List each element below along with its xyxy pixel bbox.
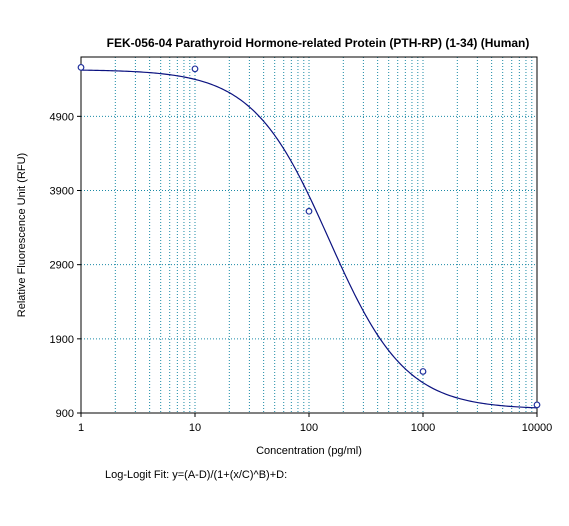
data-point	[191, 65, 199, 73]
data-point	[305, 207, 313, 215]
y-tick-label: 4900	[50, 111, 74, 123]
chart-title: FEK-056-04 Parathyroid Hormone-related P…	[107, 36, 530, 50]
y-tick-label: 900	[56, 408, 74, 420]
fit-curve	[80, 69, 538, 409]
data-point	[419, 368, 427, 375]
curve-layer	[80, 69, 538, 409]
fit-equation-note: Log-Logit Fit: y=(A-D)/(1+(x/C)^B)+D:	[105, 469, 287, 481]
x-tick-label: 1000	[411, 422, 435, 434]
x-tick-label: 100	[300, 422, 318, 434]
point-layer	[77, 63, 541, 409]
x-tick-label: 10	[189, 422, 201, 434]
y-tick-label: 2900	[50, 260, 74, 272]
grid-layer	[81, 57, 537, 413]
x-tick-label: 1	[78, 422, 84, 434]
data-point	[77, 63, 85, 71]
y-tick-label: 1900	[50, 334, 74, 346]
x-axis-label: Concentration (pg/ml)	[256, 445, 362, 457]
y-axis-label: Relative Fluorescence Unit (RFU)	[16, 153, 28, 317]
tick-layer: 1 10 100 1000 10000 900 1900 2900 3900 4900	[50, 111, 553, 434]
data-point	[533, 401, 541, 409]
x-tick-label: 10000	[522, 422, 553, 434]
y-tick-label: 3900	[50, 186, 74, 198]
